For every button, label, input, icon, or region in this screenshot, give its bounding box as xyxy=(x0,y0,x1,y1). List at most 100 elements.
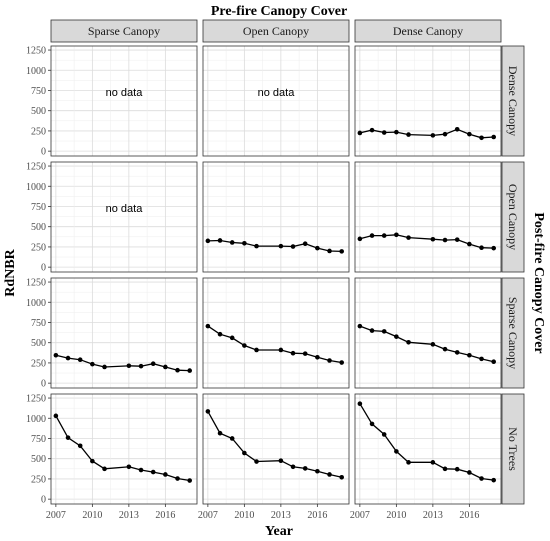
data-point xyxy=(406,340,411,345)
column-strip xyxy=(354,19,502,43)
data-point xyxy=(205,409,211,414)
data-point xyxy=(53,413,59,419)
data-point xyxy=(175,367,180,373)
panel-border xyxy=(50,45,198,157)
chart-title: Pre-fire Canopy Cover xyxy=(211,4,347,19)
data-point xyxy=(205,323,211,329)
data-point xyxy=(479,245,484,251)
y-tick-label: 1250 xyxy=(26,162,46,173)
panel-background xyxy=(51,278,197,388)
data-point xyxy=(126,363,132,369)
data-point xyxy=(467,352,472,358)
y-tick-label: 250 xyxy=(31,242,46,253)
panel-border xyxy=(354,277,502,389)
no-data-label: no data xyxy=(106,87,144,99)
panel-background xyxy=(203,162,349,272)
data-point xyxy=(430,236,436,242)
row-strip-label: Sparse Canopy xyxy=(506,297,520,369)
data-point xyxy=(290,244,296,249)
data-point xyxy=(242,450,247,456)
y-tick-label: 500 xyxy=(31,222,46,233)
facet-panel xyxy=(202,161,350,273)
y-tick-label: 1000 xyxy=(26,414,46,425)
data-point xyxy=(381,432,387,437)
y-tick-label: 750 xyxy=(31,202,46,213)
data-point xyxy=(369,233,375,238)
panel-background xyxy=(203,46,349,156)
row-strip-label: Dense Canopy xyxy=(506,66,520,136)
right-facet-title: Post-fire Canopy Cover xyxy=(531,212,546,353)
data-point xyxy=(357,401,363,407)
data-point xyxy=(327,248,332,254)
data-point xyxy=(454,466,460,472)
y-tick-label: 1000 xyxy=(26,66,46,77)
data-point xyxy=(90,361,95,367)
panel-background xyxy=(51,162,197,272)
data-point xyxy=(339,360,345,365)
y-tick-label: 0 xyxy=(41,263,46,274)
data-point xyxy=(381,329,387,334)
x-axis-title: Year xyxy=(265,524,293,539)
x-tick-label: 2007 xyxy=(350,510,370,521)
facet-panel: no data 0 250 500 750 1000 1250 xyxy=(26,162,198,274)
data-point xyxy=(339,475,345,480)
data-point xyxy=(406,235,411,240)
data-point xyxy=(102,364,107,370)
data-point xyxy=(339,249,345,254)
data-point xyxy=(491,359,497,365)
data-point xyxy=(187,368,192,373)
data-point xyxy=(479,476,484,481)
data-point xyxy=(65,355,71,361)
row-strip-label: No Trees xyxy=(506,427,520,471)
data-point xyxy=(229,436,235,441)
y-tick-label: 500 xyxy=(31,106,46,117)
x-tick-label: 2016 xyxy=(155,510,175,521)
data-point xyxy=(150,361,156,367)
facet-panel: no data 0 250 500 750 1000 1250 xyxy=(26,45,198,158)
data-point xyxy=(138,363,144,369)
data-point xyxy=(357,130,363,136)
panel-background xyxy=(51,46,197,156)
data-point xyxy=(357,323,363,329)
y-tick-label: 250 xyxy=(31,126,46,137)
data-point xyxy=(454,350,460,355)
x-tick-label: 2016 xyxy=(459,510,479,521)
facet-panel: 0 250 500 750 1000 1250 xyxy=(26,278,198,390)
facet-panel: 0 250 500 750 1000 1250 2007 2010 2013 2016 xyxy=(26,394,198,521)
x-tick-label: 2013 xyxy=(271,510,291,521)
data-point xyxy=(90,458,95,464)
data-point xyxy=(394,334,399,339)
y-tick-label: 500 xyxy=(31,454,46,465)
data-point xyxy=(278,458,284,464)
panel-background xyxy=(355,278,501,388)
column-strip xyxy=(50,19,198,43)
data-point xyxy=(430,460,436,465)
data-point xyxy=(163,364,168,370)
x-tick-label: 2010 xyxy=(234,510,254,521)
data-point xyxy=(467,241,472,247)
data-point xyxy=(491,477,497,483)
y-tick-label: 0 xyxy=(41,379,46,390)
data-point xyxy=(479,135,484,141)
data-point xyxy=(491,245,497,251)
data-point xyxy=(229,335,235,341)
data-point xyxy=(394,449,399,454)
data-point xyxy=(381,233,387,238)
data-point xyxy=(327,472,332,477)
y-tick-label: 1250 xyxy=(26,394,46,405)
data-point xyxy=(53,352,59,358)
facet-panel xyxy=(354,277,502,389)
data-point xyxy=(150,469,156,475)
y-tick-label: 0 xyxy=(41,147,46,158)
x-tick-label: 2016 xyxy=(307,510,327,521)
y-axis-title: RdNBR xyxy=(3,248,18,296)
row-strip xyxy=(501,277,525,389)
y-tick-label: 1250 xyxy=(26,46,46,57)
y-tick-label: 1000 xyxy=(26,182,46,193)
data-point xyxy=(442,131,448,137)
data-point xyxy=(290,464,296,470)
data-point xyxy=(394,129,399,135)
data-point xyxy=(242,343,247,348)
data-point xyxy=(229,240,235,245)
